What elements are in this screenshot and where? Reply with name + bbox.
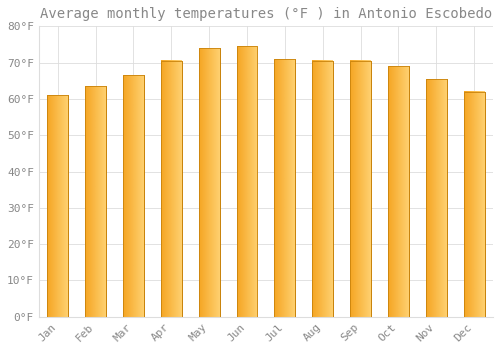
Bar — [388, 66, 409, 317]
Bar — [426, 79, 446, 317]
Bar — [161, 61, 182, 317]
Bar — [161, 61, 182, 317]
Bar — [198, 48, 220, 317]
Bar — [312, 61, 333, 317]
Bar — [236, 46, 258, 317]
Bar — [48, 95, 68, 317]
Bar — [350, 61, 371, 317]
Bar — [350, 61, 371, 317]
Bar — [312, 61, 333, 317]
Bar — [426, 79, 446, 317]
Bar — [48, 95, 68, 317]
Bar — [274, 59, 295, 317]
Bar — [388, 66, 409, 317]
Bar — [85, 86, 106, 317]
Bar — [464, 92, 484, 317]
Bar — [198, 48, 220, 317]
Bar — [85, 86, 106, 317]
Bar — [236, 46, 258, 317]
Bar — [123, 75, 144, 317]
Bar — [123, 75, 144, 317]
Title: Average monthly temperatures (°F ) in Antonio Escobedo: Average monthly temperatures (°F ) in An… — [40, 7, 492, 21]
Bar — [464, 92, 484, 317]
Bar — [274, 59, 295, 317]
